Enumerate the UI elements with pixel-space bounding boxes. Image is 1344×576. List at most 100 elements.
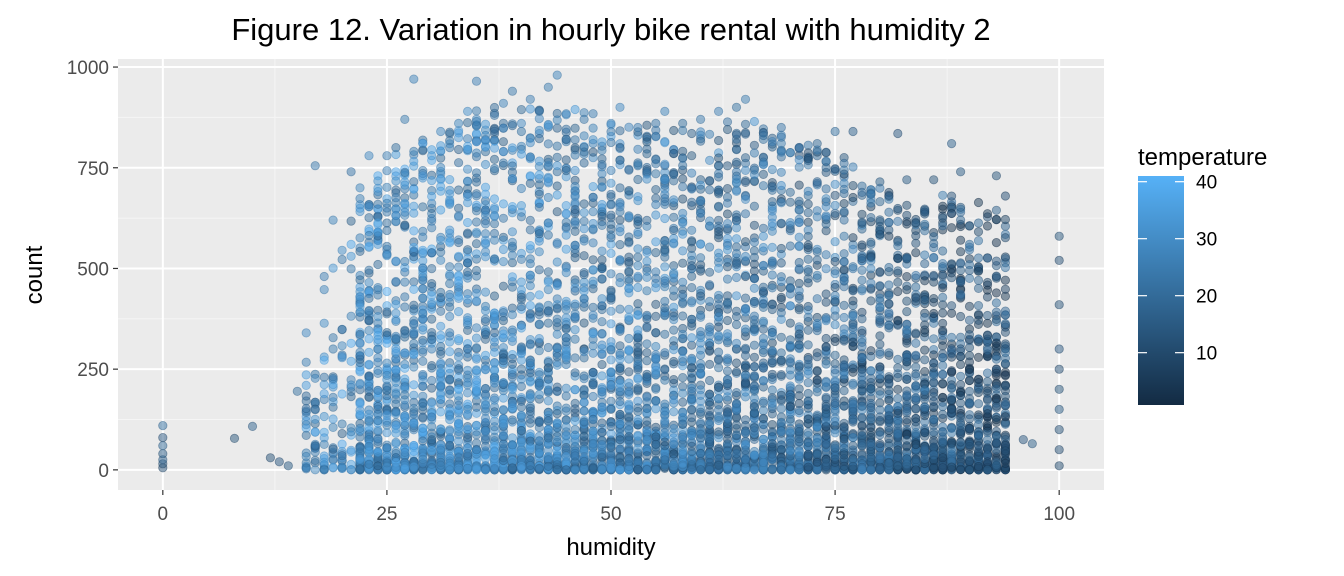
data-point (731, 420, 742, 430)
data-point (445, 127, 455, 137)
data-point (561, 244, 571, 254)
data-point (749, 324, 760, 334)
data-point (794, 241, 804, 252)
data-point (812, 212, 822, 222)
data-point (624, 346, 634, 356)
data-point (400, 464, 410, 474)
data-point (848, 406, 858, 417)
data-point (579, 397, 589, 407)
data-point (821, 439, 831, 450)
data-point (480, 365, 491, 375)
data-point (758, 282, 769, 292)
data-point (633, 299, 643, 309)
data-point (462, 118, 473, 128)
data-point (749, 352, 760, 362)
data-point (749, 362, 760, 372)
data-point (480, 252, 491, 262)
data-point (489, 102, 500, 113)
data-point (633, 244, 643, 254)
data-point (436, 341, 446, 352)
data-point (597, 402, 607, 412)
data-point (758, 375, 769, 386)
data-point (866, 402, 876, 413)
data-point (624, 257, 634, 267)
data-point (373, 447, 383, 457)
data-point (642, 372, 652, 382)
data-point (642, 266, 652, 276)
data-point (794, 374, 804, 384)
data-point (453, 306, 464, 317)
data-point (498, 123, 508, 133)
data-point (857, 217, 867, 227)
data-point (633, 342, 643, 352)
data-point (722, 366, 733, 376)
data-point (803, 254, 813, 264)
data-point (695, 266, 706, 276)
data-point (776, 370, 786, 380)
data-point (355, 194, 365, 204)
data-point (400, 198, 410, 208)
data-point (830, 383, 840, 393)
data-point (427, 248, 437, 258)
data-point (471, 106, 482, 116)
data-point (848, 364, 858, 374)
data-point (462, 432, 473, 443)
data-point (552, 360, 562, 370)
data-point (785, 301, 795, 311)
data-point (722, 439, 733, 449)
data-point (785, 426, 795, 436)
data-point (803, 403, 813, 413)
data-point (328, 444, 338, 454)
data-point (561, 222, 571, 232)
data-point (301, 451, 311, 462)
data-point (678, 419, 688, 429)
data-point (695, 136, 706, 146)
data-point (695, 291, 706, 301)
data-point (543, 433, 553, 443)
data-point (301, 357, 311, 367)
data-point (570, 205, 580, 215)
data-point (633, 252, 643, 262)
data-point (507, 325, 518, 335)
data-point (866, 213, 876, 223)
data-point (552, 280, 562, 291)
data-point (525, 313, 535, 323)
data-point (749, 273, 760, 283)
data-point (597, 384, 607, 394)
data-point (749, 237, 760, 247)
data-point (489, 365, 500, 375)
data-point (669, 233, 679, 244)
data-point (462, 144, 473, 154)
data-point (543, 461, 553, 471)
data-point (740, 455, 751, 465)
data-point (445, 347, 455, 357)
data-point (346, 311, 356, 321)
data-point (552, 436, 562, 446)
data-point (525, 414, 535, 424)
data-point (471, 375, 482, 385)
data-point (713, 413, 724, 423)
data-point (597, 211, 607, 221)
data-point (462, 424, 473, 434)
data-point (624, 312, 634, 322)
data-point (570, 143, 580, 153)
data-point (507, 282, 518, 292)
data-point (857, 352, 867, 363)
data-point (812, 457, 822, 467)
data-point (552, 382, 562, 392)
data-point (409, 184, 419, 194)
data-point (660, 175, 670, 185)
data-point (570, 404, 580, 414)
data-point (713, 363, 724, 373)
data-point (651, 210, 661, 220)
data-point (651, 299, 661, 309)
data-point (687, 386, 697, 396)
data-point (785, 381, 795, 391)
data-point (857, 430, 867, 441)
data-point (588, 135, 598, 145)
data-point (471, 323, 482, 333)
data-point (373, 239, 383, 249)
data-point (704, 322, 715, 332)
data-point (857, 242, 867, 252)
data-point (355, 302, 365, 312)
